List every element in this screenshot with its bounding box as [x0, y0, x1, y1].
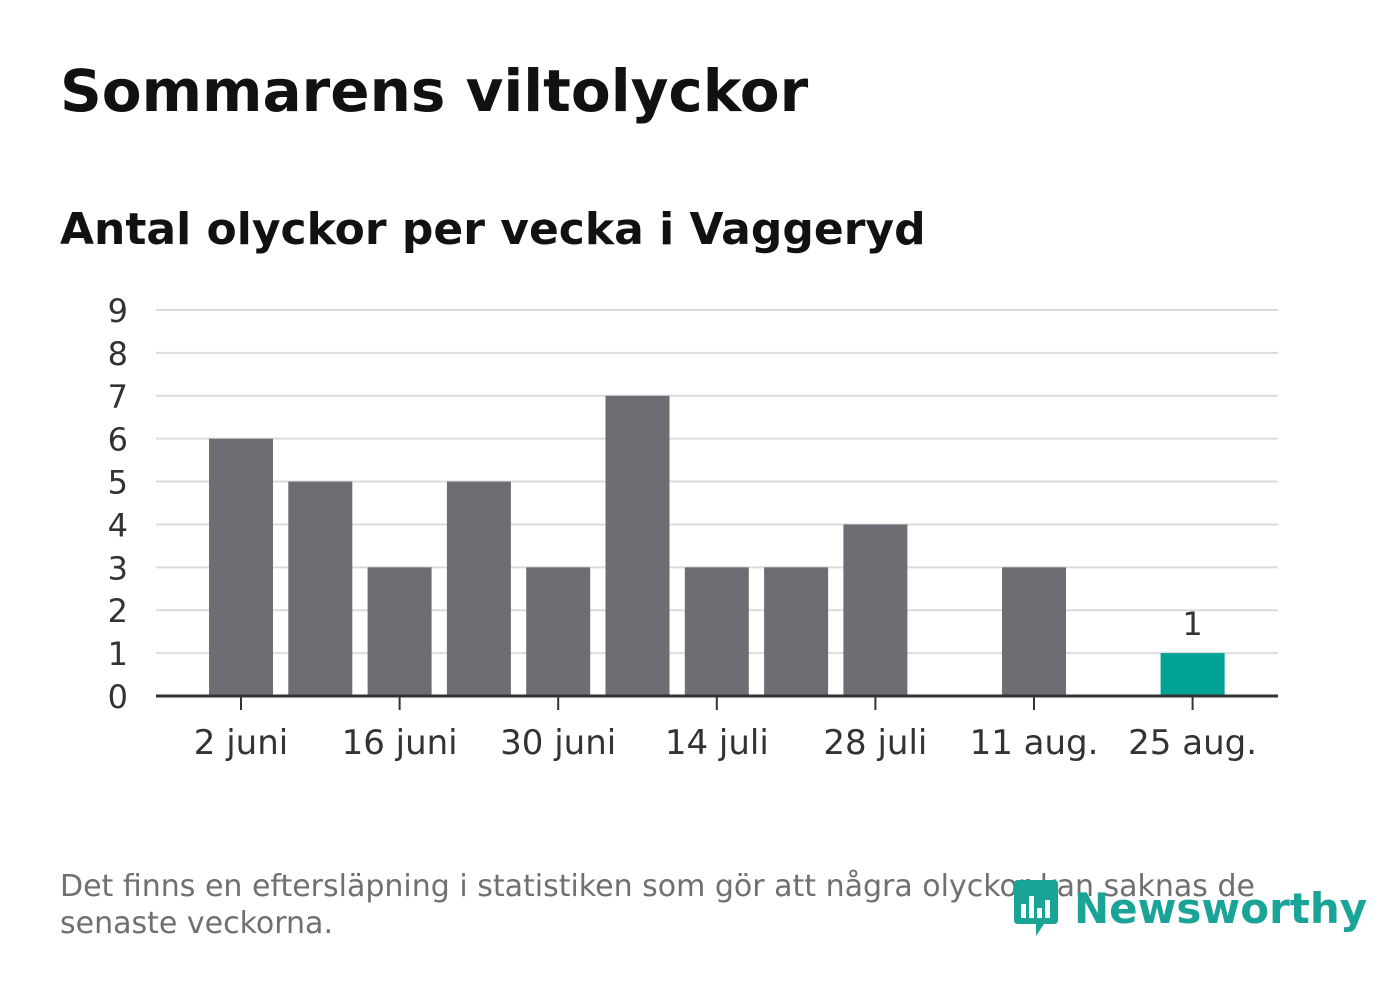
x-tick-label: 14 juli — [665, 723, 769, 763]
x-tick-label: 16 juni — [342, 723, 458, 763]
x-tick-label: 28 juli — [823, 723, 927, 763]
y-tick-label: 0 — [108, 678, 128, 716]
x-axis: 2 juni 16 juni 30 juni 14 juli 28 juli 11 aug… — [156, 694, 1278, 763]
data-label: 1 — [1182, 605, 1202, 643]
y-tick-label: 1 — [108, 635, 128, 673]
x-tick-label: 11 aug. — [970, 723, 1099, 763]
y-axis-ticks: 0 1 2 3 4 5 6 7 8 9 — [108, 292, 128, 716]
bar — [288, 481, 353, 696]
bar — [764, 567, 829, 696]
bar — [843, 524, 908, 696]
y-tick-label: 4 — [108, 506, 128, 544]
y-tick-label: 3 — [108, 549, 128, 587]
bars — [209, 395, 1225, 696]
brand-name: Newsworthy — [1074, 883, 1368, 933]
data-labels: 1 — [1182, 605, 1202, 643]
bar — [526, 567, 591, 696]
chart-subtitle: Antal olyckor per vecka i Vaggeryd — [60, 204, 926, 255]
chart-title: Sommarens viltolyckor — [60, 57, 809, 125]
bar — [367, 567, 432, 696]
bar — [446, 481, 511, 696]
bar — [684, 567, 749, 696]
y-tick-label: 5 — [108, 464, 128, 502]
bar — [209, 438, 273, 696]
x-tick-label: 25 aug. — [1128, 723, 1257, 763]
y-tick-label: 8 — [108, 335, 128, 373]
bar-chart-speech-bubble-icon — [1014, 880, 1058, 936]
bar-chart: 0 1 2 3 4 5 6 7 8 9 1 2 juni 16 juni 30 juni 14 juli… — [108, 292, 1278, 763]
x-tick-label: 2 juni — [194, 723, 288, 763]
x-tick-label: 30 juni — [500, 723, 616, 763]
bar — [1002, 567, 1066, 696]
y-tick-label: 6 — [108, 421, 128, 459]
y-tick-label: 9 — [108, 292, 128, 330]
brand-logo: Newsworthy — [1010, 876, 1367, 940]
y-tick-label: 2 — [108, 592, 128, 630]
bar — [605, 395, 670, 696]
y-tick-label: 7 — [108, 378, 128, 416]
bar — [1160, 653, 1225, 696]
